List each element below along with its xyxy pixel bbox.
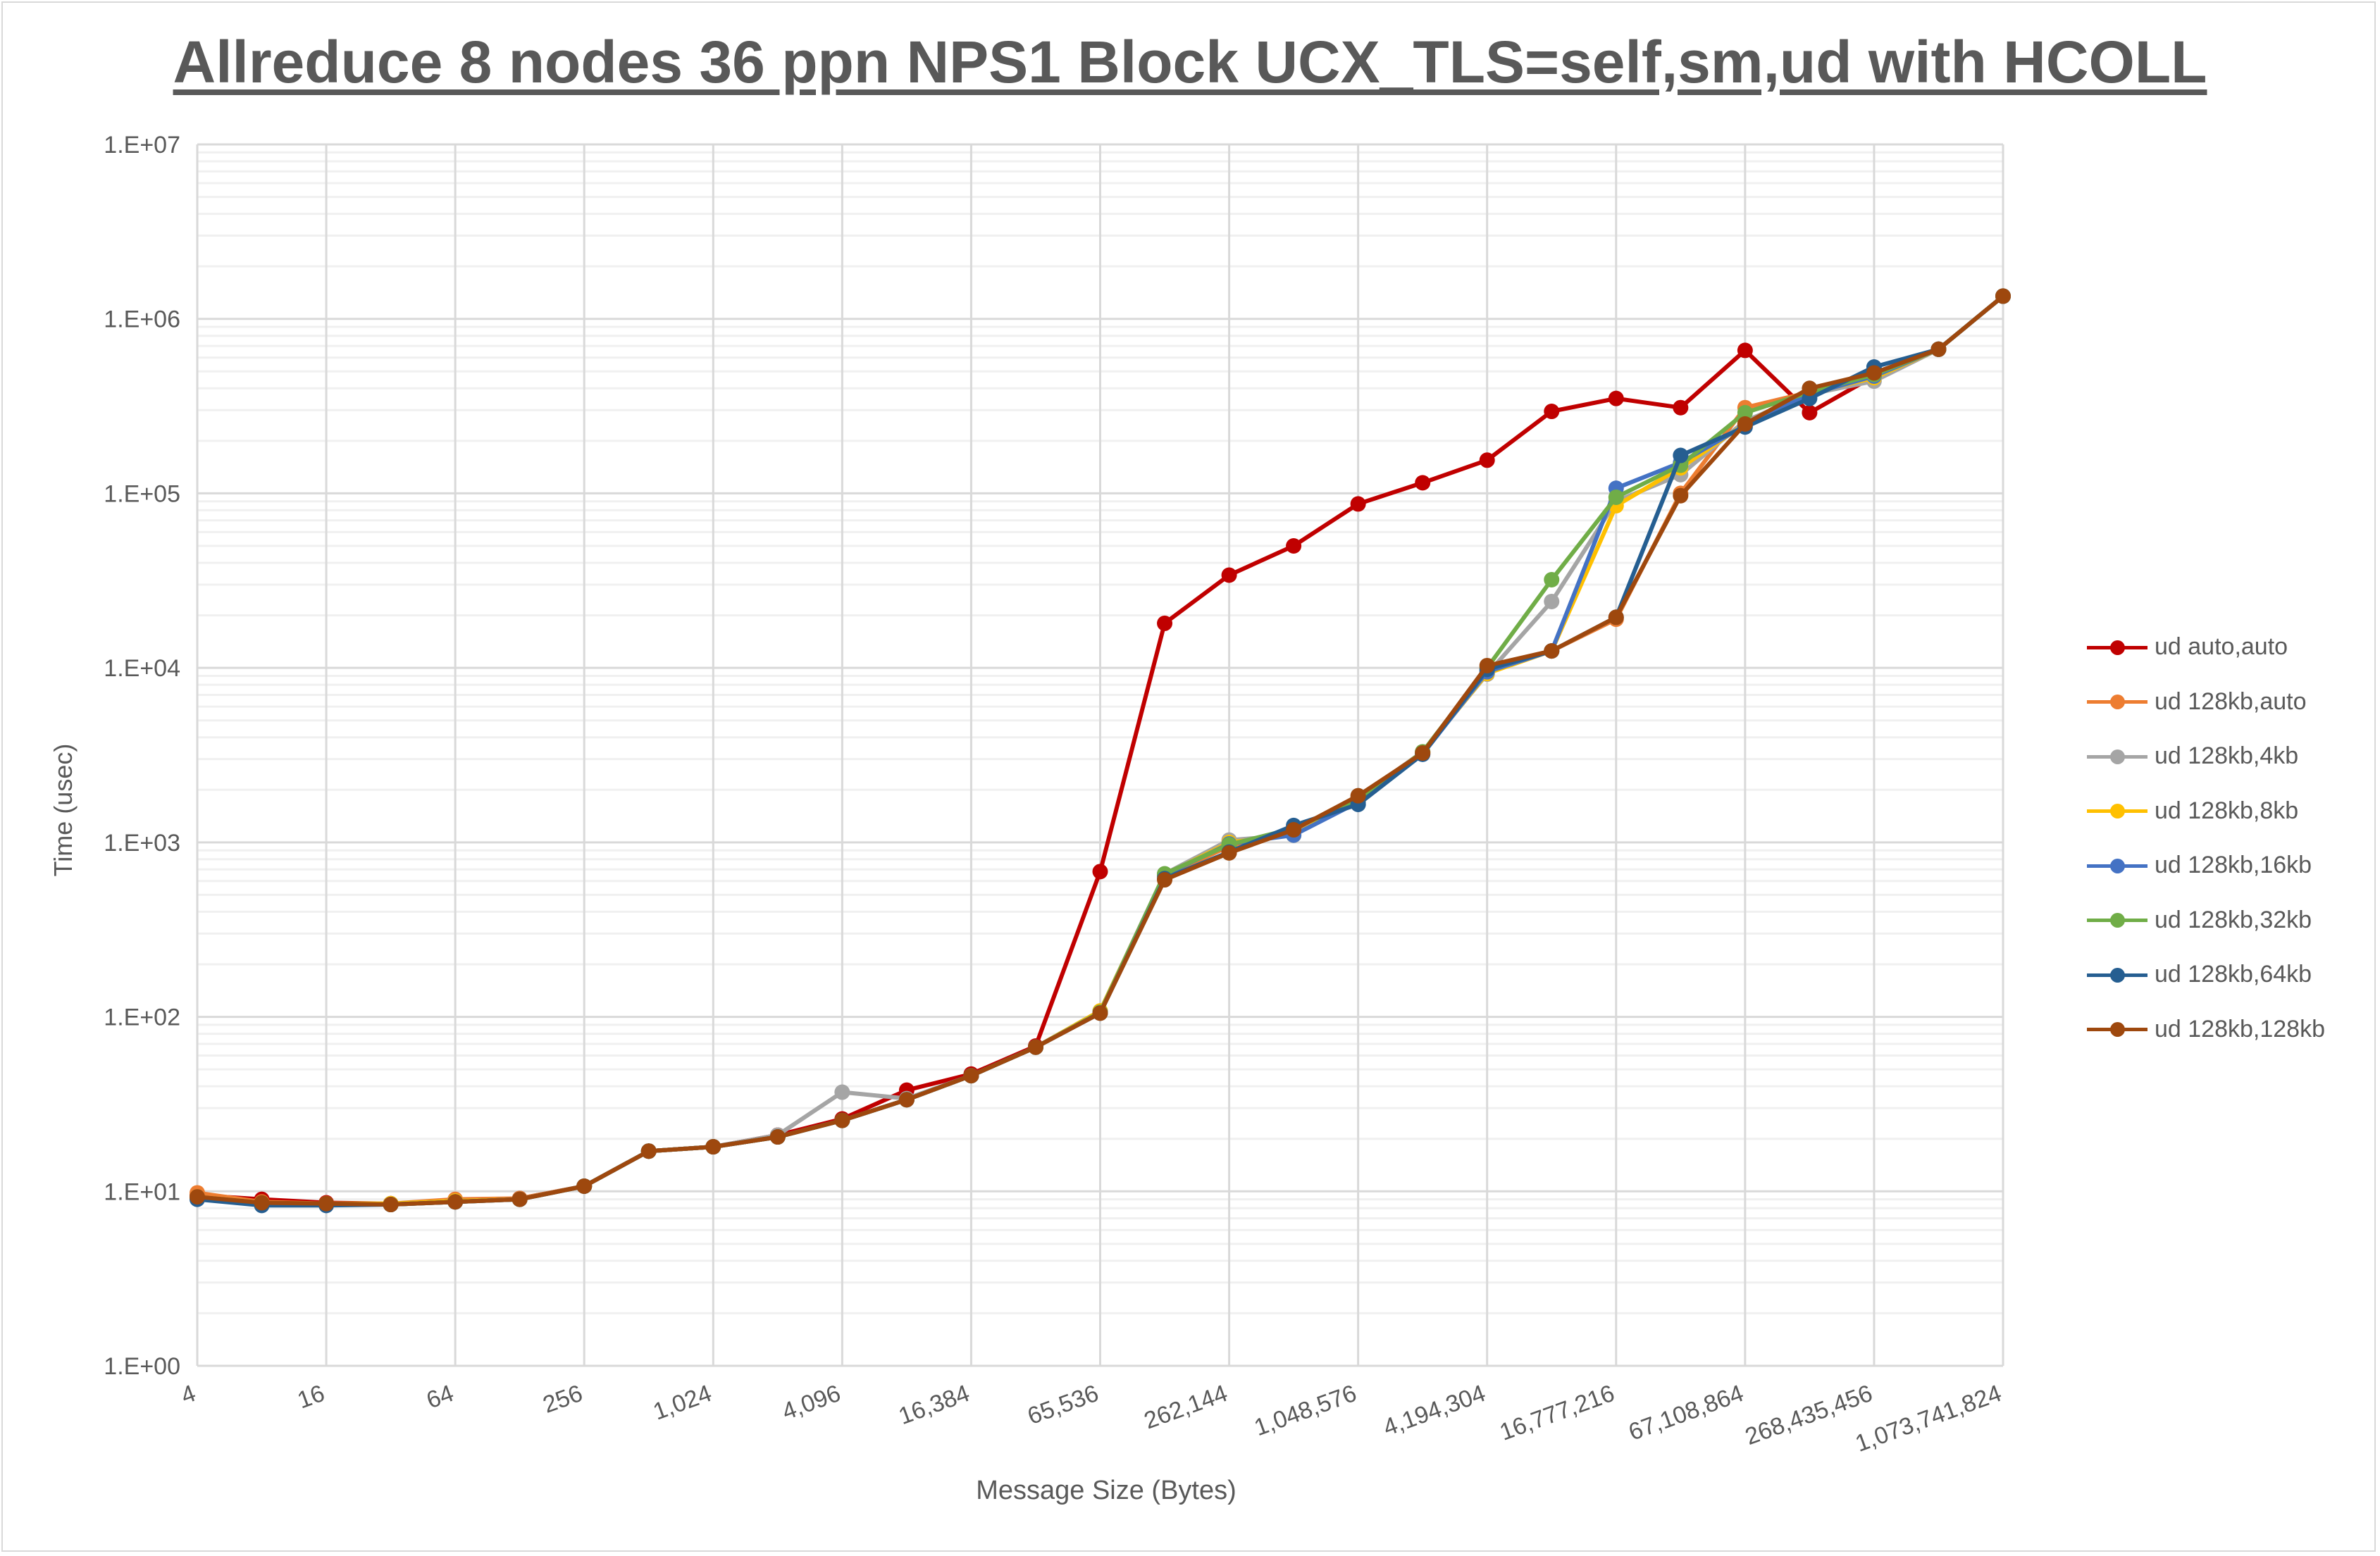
data-point <box>1415 745 1431 761</box>
chart-title: Allreduce 8 nodes 36 ppn NPS1 Block UCX_… <box>173 29 2207 95</box>
legend-label: ud 128kb,8kb <box>2155 797 2299 824</box>
legend-item: ud 128kb,64kb <box>2087 947 2325 1002</box>
data-point <box>1608 390 1624 406</box>
legend-label: ud 128kb,auto <box>2155 687 2307 715</box>
data-point <box>576 1178 593 1195</box>
data-point <box>1479 452 1495 468</box>
x-tick-label: 1,048,576 <box>1251 1380 1360 1441</box>
legend-item: ud 128kb,128kb <box>2087 1002 2325 1057</box>
data-point <box>1673 487 1689 504</box>
data-point <box>1221 845 1237 861</box>
data-point <box>1802 380 1818 397</box>
data-point <box>1286 537 1302 554</box>
legend-item: ud 128kb,8kb <box>2087 784 2325 839</box>
legend-marker <box>2087 742 2147 771</box>
data-point <box>1157 872 1173 888</box>
y-tick-label: 1.E+00 <box>104 1353 180 1380</box>
legend-item: ud 128kb,16kb <box>2087 838 2325 893</box>
data-point <box>1092 1005 1108 1021</box>
data-point <box>834 1084 850 1100</box>
x-tick-label: 4 <box>178 1380 199 1409</box>
x-tick-label: 16 <box>294 1380 328 1414</box>
data-point <box>383 1197 399 1213</box>
data-point <box>1157 615 1173 631</box>
legend-marker <box>2087 961 2147 989</box>
data-point <box>769 1129 786 1145</box>
data-point <box>1350 788 1366 804</box>
data-point <box>254 1195 270 1211</box>
data-point <box>1027 1039 1043 1055</box>
data-point <box>1544 643 1560 659</box>
data-point <box>963 1068 979 1084</box>
data-point <box>318 1195 335 1212</box>
data-point <box>1737 342 1753 359</box>
data-point <box>447 1194 464 1210</box>
legend-marker <box>2087 906 2147 934</box>
legend-label: ud 128kb,128kb <box>2155 1015 2325 1042</box>
x-tick-label: 67,108,864 <box>1625 1380 1747 1446</box>
y-tick-label: 1.E+01 <box>104 1178 180 1205</box>
x-tick-label: 4,194,304 <box>1380 1380 1489 1441</box>
legend-item: ud 128kb,4kb <box>2087 729 2325 784</box>
legend-marker <box>2087 852 2147 880</box>
x-tick-label: 256 <box>540 1380 586 1419</box>
data-point <box>1737 404 1753 421</box>
x-tick-label: 1,073,741,824 <box>1852 1380 2004 1457</box>
legend-item: ud 128kb,32kb <box>2087 893 2325 948</box>
x-axis-label: Message Size (Bytes) <box>976 1476 1237 1505</box>
x-tick-label: 64 <box>423 1380 457 1414</box>
legend-item: ud 128kb,auto <box>2087 675 2325 730</box>
data-point <box>1608 609 1624 625</box>
y-tick-label: 1.E+04 <box>104 655 180 682</box>
x-tick-label: 65,536 <box>1024 1380 1103 1430</box>
y-tick-label: 1.E+03 <box>104 830 180 857</box>
data-point <box>1286 822 1302 838</box>
data-point <box>1350 496 1366 512</box>
legend-marker <box>2087 797 2147 825</box>
legend-item: ud auto,auto <box>2087 620 2325 675</box>
data-point <box>1544 572 1560 588</box>
data-point <box>512 1191 528 1207</box>
data-point <box>1479 657 1495 673</box>
data-point <box>1995 288 2011 304</box>
x-tick-label: 262,144 <box>1141 1380 1231 1435</box>
legend: ud auto,auto ud 128kb,auto ud 128kb,4kb ud … <box>2087 620 2325 1057</box>
data-point <box>705 1139 721 1155</box>
y-tick-label: 1.E+05 <box>104 480 180 507</box>
legend-marker <box>2087 1015 2147 1043</box>
y-tick-label: 1.E+07 <box>104 132 180 158</box>
data-point <box>1673 447 1689 463</box>
data-point <box>1608 489 1624 505</box>
x-tick-label: 16,384 <box>895 1380 973 1430</box>
data-point <box>1415 475 1431 491</box>
data-point <box>190 1189 205 1205</box>
data-point <box>1221 567 1237 583</box>
legend-label: ud auto,auto <box>2155 633 2288 661</box>
y-tick-label: 1.E+02 <box>104 1004 180 1031</box>
legend-marker <box>2087 687 2147 716</box>
data-point <box>1544 593 1560 609</box>
legend-label: ud 128kb,16kb <box>2155 852 2312 879</box>
data-point <box>640 1143 657 1159</box>
data-point <box>1544 404 1560 420</box>
data-point <box>898 1092 915 1108</box>
legend-label: ud 128kb,64kb <box>2155 961 2312 988</box>
data-point <box>1737 416 1753 432</box>
legend-label: ud 128kb,32kb <box>2155 906 2312 933</box>
data-point <box>834 1112 850 1128</box>
legend-marker <box>2087 633 2147 661</box>
data-point <box>1092 864 1108 880</box>
data-point <box>1930 341 1947 357</box>
x-tick-label: 4,096 <box>779 1380 844 1426</box>
x-tick-label: 16,777,216 <box>1496 1380 1618 1446</box>
x-tick-label: 1,024 <box>650 1380 715 1426</box>
data-point <box>1866 365 1882 381</box>
data-point <box>1673 399 1689 416</box>
legend-label: ud 128kb,4kb <box>2155 742 2299 770</box>
data-point <box>1802 404 1818 421</box>
y-tick-label: 1.E+06 <box>104 306 180 333</box>
